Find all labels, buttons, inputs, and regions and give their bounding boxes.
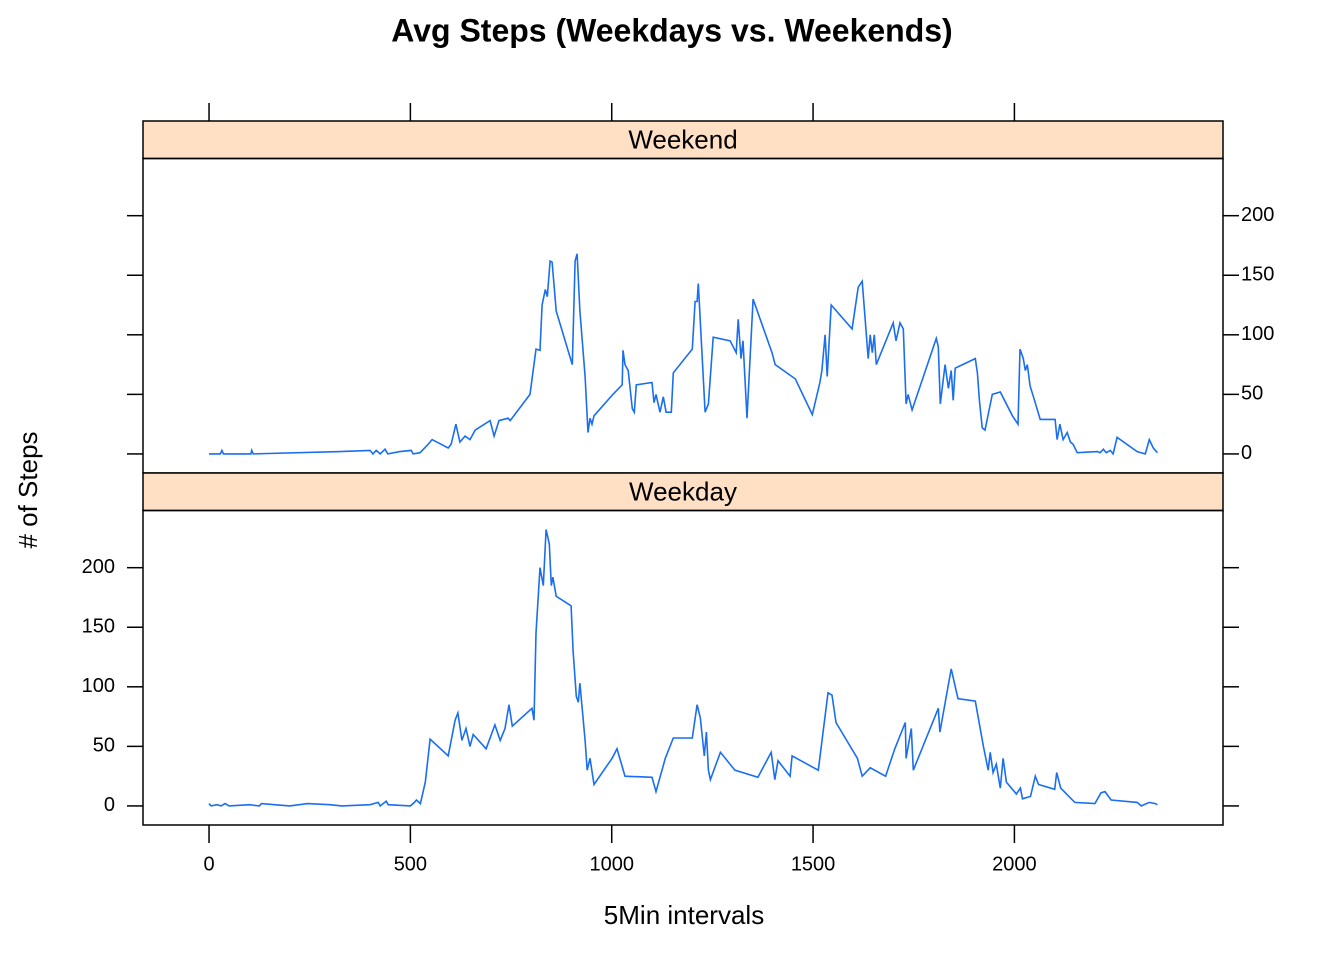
- data-line: [208, 529, 1158, 808]
- y-tick-label: 100: [1241, 323, 1274, 345]
- data-line: [209, 253, 1159, 456]
- y-tick-label: 150: [82, 616, 115, 638]
- y-tick-label: 100: [82, 675, 115, 697]
- x-tick-label: 1000: [589, 853, 634, 875]
- x-tick-label: 1500: [791, 853, 836, 875]
- y-tick-label: 200: [1241, 204, 1274, 226]
- strip: [142, 120, 1224, 160]
- y-axis-label: # of Steps: [13, 431, 43, 548]
- y-tick-label: 0: [104, 794, 115, 816]
- chart-title: Avg Steps (Weekdays vs. Weekends): [391, 12, 952, 48]
- x-tick-label: 2000: [992, 853, 1037, 875]
- x-tick-label: 0: [203, 853, 214, 875]
- y-tick-label: 0: [1241, 442, 1252, 464]
- y-tick-label: 200: [82, 556, 115, 578]
- x-axis-label: 5Min intervals: [604, 900, 764, 930]
- strip: [142, 472, 1224, 512]
- panel-frame: [142, 509, 1224, 826]
- y-tick-label: 50: [93, 735, 115, 757]
- x-tick-label: 500: [394, 853, 427, 875]
- y-tick-label: 150: [1241, 264, 1274, 286]
- strip-label: Weekend: [628, 125, 737, 155]
- y-tick-label: 50: [1241, 383, 1263, 405]
- strip-label: Weekday: [629, 477, 737, 507]
